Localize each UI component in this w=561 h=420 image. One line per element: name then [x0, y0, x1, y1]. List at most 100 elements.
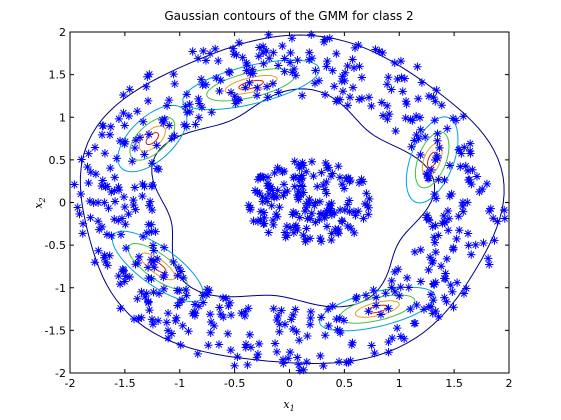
data-point [145, 70, 154, 79]
x-tick-label: -1.5 [114, 377, 135, 390]
data-point [422, 211, 432, 220]
data-point [433, 129, 442, 138]
data-point [302, 357, 311, 367]
data-point [306, 313, 315, 323]
data-point [338, 72, 347, 81]
data-point [441, 269, 450, 278]
data-point [258, 48, 268, 58]
data-point [272, 315, 282, 325]
y-tick-label: 0.5 [49, 154, 67, 167]
data-point [119, 108, 128, 118]
data-point [302, 224, 311, 233]
data-point [194, 94, 203, 104]
data-point [320, 90, 330, 99]
data-point [330, 208, 339, 218]
data-point [278, 41, 287, 51]
data-point [131, 136, 141, 145]
data-point [402, 273, 412, 283]
data-point [307, 209, 316, 218]
data-point [433, 136, 442, 145]
data-point [149, 288, 158, 297]
data-point [430, 238, 440, 247]
data-point [238, 53, 247, 62]
data-point [135, 133, 145, 142]
data-point [442, 297, 451, 306]
data-point [262, 82, 272, 91]
data-point [209, 321, 219, 331]
data-point [345, 93, 355, 102]
data-point [270, 339, 280, 348]
data-point [204, 341, 213, 350]
data-point [147, 227, 156, 236]
data-point [269, 220, 278, 230]
data-point [294, 360, 303, 369]
data-point [142, 82, 151, 91]
data-point [110, 186, 119, 195]
y-tick-label: -0.5 [45, 239, 66, 252]
data-point [291, 222, 300, 232]
data-point [320, 213, 329, 223]
data-point [301, 237, 310, 246]
data-point [180, 120, 189, 129]
data-point [449, 243, 458, 252]
data-point [115, 136, 125, 146]
data-point [456, 162, 465, 171]
data-point [226, 310, 236, 320]
data-point [154, 164, 163, 174]
data-point [475, 187, 484, 197]
data-point [323, 304, 333, 314]
data-point [419, 305, 429, 314]
data-point [255, 43, 264, 52]
data-point [460, 143, 469, 152]
data-point [326, 171, 336, 181]
data-point [443, 124, 452, 133]
data-point [340, 68, 350, 78]
data-point [153, 316, 163, 325]
data-point [367, 101, 376, 111]
data-point [270, 168, 279, 178]
data-point [457, 149, 466, 158]
data-point [170, 79, 179, 89]
data-point [342, 174, 351, 183]
data-point [229, 50, 239, 59]
data-point [406, 304, 415, 314]
data-point [359, 214, 368, 223]
data-point [382, 80, 392, 89]
data-point [226, 345, 235, 355]
data-point [375, 47, 384, 56]
data-point [297, 91, 307, 100]
data-point [442, 254, 452, 264]
data-point [102, 182, 112, 191]
data-point [182, 291, 191, 300]
data-point [129, 195, 138, 205]
data-point [430, 280, 439, 289]
data-point [144, 297, 153, 306]
data-point [253, 83, 262, 93]
data-point [184, 327, 193, 336]
data-point [148, 241, 158, 250]
data-point [261, 194, 270, 203]
data-point [264, 30, 273, 39]
data-point [372, 293, 381, 302]
data-point [212, 73, 221, 83]
data-point [321, 331, 330, 340]
data-point [279, 359, 288, 368]
data-point [434, 312, 443, 321]
data-point [319, 180, 328, 190]
data-point [216, 310, 225, 319]
data-point [420, 132, 430, 142]
data-point [131, 260, 140, 269]
data-point [165, 121, 174, 130]
data-point [430, 116, 439, 125]
data-point [466, 250, 476, 259]
data-point [114, 216, 123, 225]
data-point [425, 253, 435, 262]
data-point [289, 228, 299, 237]
data-point [280, 320, 290, 329]
data-point [451, 116, 461, 125]
data-point [84, 178, 93, 188]
data-point [355, 62, 364, 71]
data-point [463, 166, 473, 176]
data-point [273, 61, 283, 70]
data-point [240, 311, 250, 321]
